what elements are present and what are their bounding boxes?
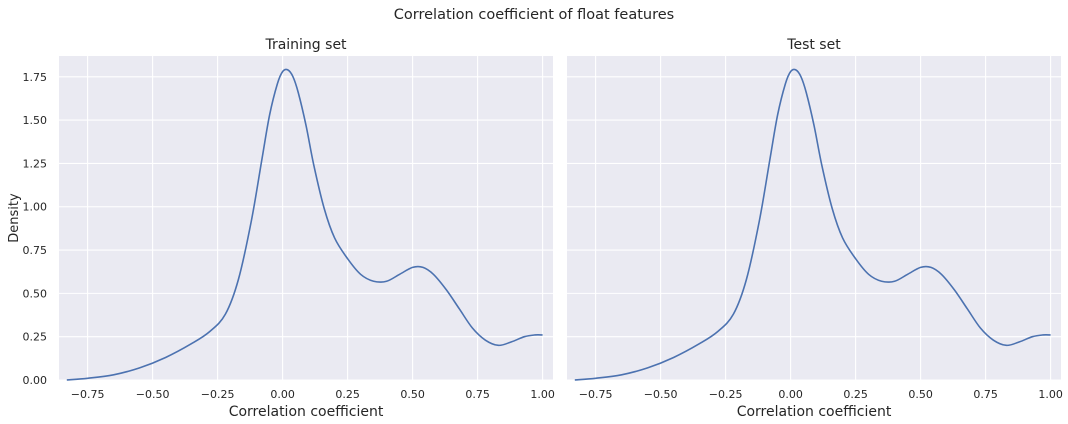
y-axis-label: Density xyxy=(7,193,22,243)
y-tick-label: 0.75 xyxy=(23,244,48,257)
x-tick-label: −0.75 xyxy=(579,388,613,401)
x-tick-label: 0.00 xyxy=(778,388,803,401)
x-tick-label: 0.25 xyxy=(335,388,360,401)
x-tick-label: 0.50 xyxy=(908,388,933,401)
panel-title: Test set xyxy=(786,37,841,53)
x-tick-label: 0.50 xyxy=(400,388,425,401)
x-tick-label: 0.00 xyxy=(270,388,295,401)
x-axis-label: Correlation coefficient xyxy=(737,404,892,420)
y-tick-label: 1.00 xyxy=(23,201,48,214)
x-axis-label: Correlation coefficient xyxy=(229,404,384,420)
y-tick-label: 0.50 xyxy=(23,287,48,300)
figure-suptitle: Correlation coefficient of float feature… xyxy=(394,7,674,23)
panel-title: Training set xyxy=(264,37,347,53)
y-tick-label: 1.75 xyxy=(23,71,48,84)
panel-2: −0.75 −0.50 −0.25 0.00 0.25 0.50 0.75 1.00 Test … xyxy=(567,37,1063,420)
y-tick-label: 0.00 xyxy=(23,374,48,387)
x-tick-label: 0.25 xyxy=(843,388,868,401)
density-line xyxy=(574,68,1051,381)
x-tick-label: 0.75 xyxy=(973,388,998,401)
x-tick-label: −0.25 xyxy=(201,388,235,401)
panel-1: −0.75 −0.50 −0.25 0.00 0.25 0.50 0.75 1.00 0.00 0… xyxy=(7,37,555,420)
x-tick-label: 0.75 xyxy=(465,388,490,401)
plot-area xyxy=(59,56,553,380)
x-tick-label: −0.50 xyxy=(644,388,678,401)
density-line xyxy=(66,68,543,381)
x-tick-label: −0.25 xyxy=(709,388,743,401)
panels: −0.75 −0.50 −0.25 0.00 0.25 0.50 0.75 1.00 0.00 0… xyxy=(7,37,1063,420)
x-tick-label: 1.00 xyxy=(530,388,555,401)
y-tick-label: 1.50 xyxy=(23,114,48,127)
x-tick-label: −0.50 xyxy=(136,388,170,401)
plot-area xyxy=(567,56,1061,380)
y-tick-label: 1.25 xyxy=(23,157,48,170)
x-tick-label: −0.75 xyxy=(71,388,105,401)
x-tick-label: 1.00 xyxy=(1038,388,1063,401)
y-tick-label: 0.25 xyxy=(23,331,48,344)
